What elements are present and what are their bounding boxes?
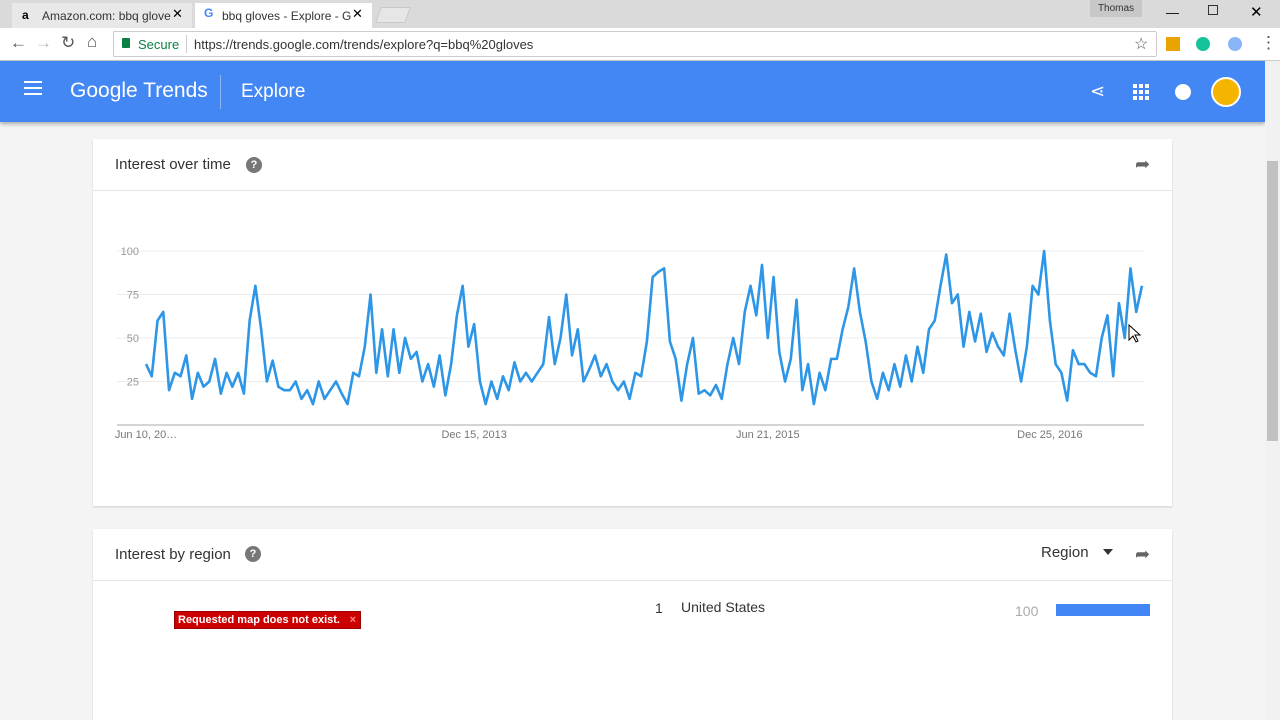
new-tab[interactable] [375, 7, 411, 23]
x-tick-label: Jun 21, 2015 [736, 429, 800, 441]
region-value: 100 [1015, 603, 1039, 619]
tab-title: Amazon.com: bbq glove [42, 9, 171, 23]
profile[interactable]: Thomas [1090, 0, 1142, 17]
tab[interactable]: bbq gloves - Explore - G [195, 3, 372, 28]
avatar[interactable] [1211, 77, 1241, 107]
home[interactable]: ⌂ [87, 32, 98, 51]
toolbar: ← → ↻ ⌂ Secure https://trends.google.com… [0, 28, 1280, 61]
x-tick-label: Jun 10, 20… [115, 429, 177, 441]
rank: 1 [655, 600, 663, 616]
x-tick-label: Dec 25, 2016 [1017, 429, 1082, 441]
share[interactable]: ⋖ [1090, 81, 1106, 101]
tab[interactable]: Amazon.com: bbq glove [12, 3, 192, 28]
scroll-thumb[interactable] [1267, 161, 1278, 441]
y-tick-label: 25 [127, 377, 139, 389]
address-bar[interactable]: Secure https://trends.google.com/trends/… [113, 31, 1157, 57]
url: https://trends.google.com/trends/explore… [194, 37, 534, 52]
share-icon[interactable]: ➦ [1135, 544, 1151, 564]
x-tick-label: Dec 15, 2013 [441, 429, 506, 441]
card-title: Interest by region [115, 546, 231, 563]
share-icon[interactable]: ➦ [1135, 154, 1151, 174]
error-close[interactable]: × [349, 614, 356, 626]
card-title: Interest over time [115, 156, 231, 173]
tab-icon: a [22, 8, 29, 22]
restore[interactable] [1208, 5, 1218, 15]
dropdown[interactable]: Region [1041, 544, 1089, 561]
tab-close[interactable]: ✕ [352, 6, 363, 21]
close-window[interactable]: ✕ [1250, 4, 1263, 21]
app-header: Google Trends Explore ⋖ [0, 61, 1265, 122]
extension[interactable] [1196, 37, 1210, 51]
region-name[interactable]: United States [681, 599, 766, 615]
card-header: Interest over time ? ➦ [93, 139, 1172, 191]
user-name: Thomas [1097, 3, 1135, 14]
menu[interactable]: ⋮ [1260, 33, 1277, 52]
logo[interactable]: Google Trends [70, 79, 208, 102]
dropdown-arrow[interactable] [1103, 549, 1113, 555]
tab-title: bbq gloves - Explore - G [222, 9, 352, 23]
card-header: Interest by region ? Region ➦ [93, 529, 1172, 581]
help-icon[interactable]: ? [246, 157, 262, 173]
y-tick-label: 100 [121, 246, 139, 258]
tab-icon: G [204, 6, 214, 20]
chart: 25 50 75 100 Jun 10, 20… Dec 15, 2013 Jun 21, … [115, 246, 1144, 441]
hamburger[interactable] [24, 81, 42, 83]
interest-by-region-card: Interest by region ? Region ➦ Requested … [93, 529, 1172, 720]
extension[interactable] [1166, 37, 1180, 51]
error-text: Requested map does not exist. [178, 614, 340, 626]
y-tick-label: 75 [127, 290, 139, 302]
minimize[interactable]: — [1166, 5, 1179, 20]
scrollbar [1265, 61, 1280, 720]
forward[interactable]: → [35, 33, 52, 52]
back[interactable]: ← [10, 33, 27, 52]
divider [220, 75, 221, 109]
page-title: Explore [241, 81, 306, 102]
mouse-cursor [1128, 323, 1142, 343]
region-bar-area [1056, 604, 1150, 616]
tab-close[interactable]: ✕ [172, 6, 183, 21]
trend-line [144, 249, 1144, 406]
lock-icon [122, 38, 130, 48]
bookmark-star[interactable]: ☆ [1134, 36, 1149, 53]
interest-over-time-card: Interest over time ? ➦ 25 50 75 100 Jun 10, … [93, 139, 1172, 506]
tab-bar: Amazon.com: bbq glove a ✕ bbq gloves - E… [0, 0, 1280, 28]
apps[interactable] [1133, 84, 1137, 88]
region-bar [1056, 604, 1150, 616]
map-error: Requested map does not exist. × [174, 611, 361, 629]
help-icon[interactable]: ? [245, 546, 261, 562]
reload[interactable]: ↻ [61, 33, 76, 52]
y-tick-label: 50 [127, 333, 139, 345]
notifications[interactable] [1175, 84, 1191, 100]
divider [186, 35, 187, 53]
secure-label: Secure [138, 37, 180, 52]
extension[interactable] [1228, 37, 1242, 51]
